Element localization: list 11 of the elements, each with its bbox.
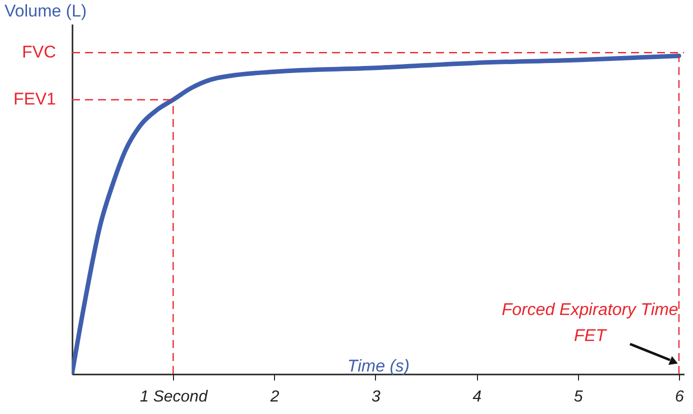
x-tick-label: 4 xyxy=(472,388,482,406)
annotation: Forced Expiratory Time FET xyxy=(502,300,678,345)
x-tick-label: 1 Second xyxy=(140,388,209,406)
ref-line-label: FVC xyxy=(22,42,56,62)
x-tick-label: 3 xyxy=(372,388,381,406)
x-tick-label: 5 xyxy=(574,388,583,406)
ref-line-label: FEV1 xyxy=(13,90,56,109)
x-axis-title: Time (s) xyxy=(347,356,410,376)
x-tick-label: 6 xyxy=(674,388,684,406)
x-tick-label: 2 xyxy=(269,388,280,406)
y-axis-title: Volume (L) xyxy=(4,2,87,20)
